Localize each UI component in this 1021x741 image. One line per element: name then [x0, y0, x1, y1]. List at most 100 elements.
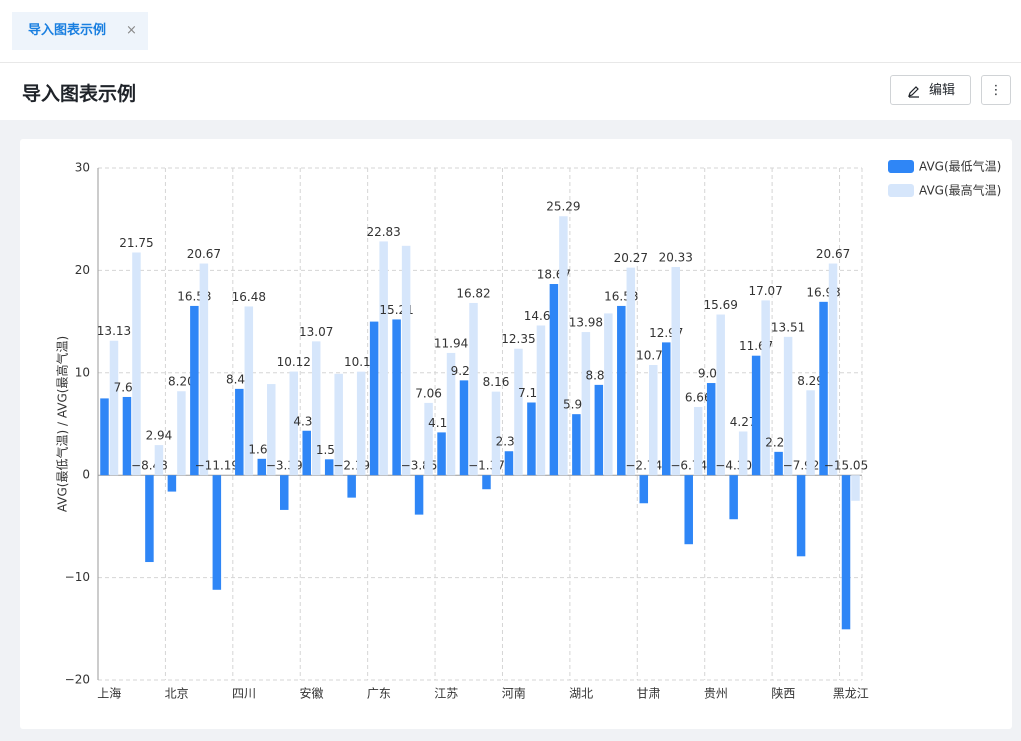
y-tick-label: −20: [65, 673, 90, 687]
tab-bar: 导入图表示例 ×: [0, 0, 1021, 63]
bar: [324, 459, 334, 476]
chart: −20 −10 0 10 20 30 AVG(最低气温) / AVG(最高气温) 上海 13.1…: [55, 159, 1002, 701]
bar: [280, 475, 289, 510]
x-tick-label: 河南: [502, 686, 526, 701]
value-label: 20.33: [659, 251, 693, 265]
x-tick-label: 北京: [165, 687, 189, 701]
bar: [828, 263, 838, 476]
header: 导入图表示例 编辑 ⋮: [0, 63, 1021, 120]
value-label: 13.07: [299, 325, 333, 339]
tab-close[interactable]: ×: [126, 23, 137, 38]
value-label: 14.62: [524, 309, 558, 323]
bar: [414, 475, 424, 515]
bar: [514, 348, 523, 476]
value-label: 11.94: [434, 336, 468, 350]
bar: [783, 336, 793, 476]
bar: [841, 475, 851, 630]
bar: [235, 388, 244, 476]
bar: [594, 384, 604, 476]
bar: [761, 300, 770, 476]
legend-swatch: [888, 160, 914, 173]
bar: [311, 341, 321, 476]
y-axis-label: AVG(最低气温) / AVG(最高气温): [55, 336, 70, 512]
value-label: 13.98: [569, 316, 603, 330]
legend-label: AVG(最低气温): [919, 159, 1001, 174]
chart-card: −20 −10 0 10 20 30 AVG(最低气温) / AVG(最高气温) 上海 13.1…: [20, 139, 1012, 729]
y-tick-label: 10: [75, 365, 90, 379]
y-tick-label: 20: [75, 263, 90, 277]
value-label: 10.76: [636, 349, 670, 363]
bar: [401, 245, 411, 476]
bar: [738, 431, 748, 476]
bar: [559, 216, 568, 476]
tab-title: 导入图表示例: [28, 23, 107, 38]
value-label: 13.51: [771, 320, 805, 334]
x-tick-label: 湖北: [569, 686, 593, 701]
value-label: 6.66: [685, 391, 712, 405]
bar: [482, 475, 491, 490]
bar: [347, 475, 356, 498]
bar: [302, 430, 311, 476]
value-label: 20.67: [816, 247, 850, 261]
bar: [199, 263, 209, 476]
bar: [806, 390, 815, 476]
bar: [356, 371, 366, 476]
bar: [671, 267, 680, 476]
x-tick-label: 陕西: [771, 686, 795, 701]
bar: [154, 445, 164, 476]
bar: [684, 475, 693, 545]
bar: [774, 451, 783, 476]
tab[interactable]: 导入图表示例 ×: [12, 12, 148, 50]
bar: [109, 340, 119, 476]
bar: [257, 458, 267, 476]
value-label: 20.67: [187, 247, 221, 261]
bar: [729, 475, 738, 520]
bar: [459, 380, 469, 476]
bar: [334, 373, 343, 476]
bar: [639, 475, 649, 504]
value-label: 20.27: [614, 251, 648, 265]
more-button[interactable]: ⋮: [981, 75, 1011, 105]
bar: [212, 475, 222, 590]
bar: [819, 301, 828, 476]
bar: [662, 342, 671, 476]
bar: [617, 305, 626, 476]
bar: [379, 241, 388, 476]
edit-icon: [908, 86, 919, 98]
bar: [437, 432, 446, 476]
bar: [751, 355, 761, 476]
bar: [122, 396, 132, 476]
bar: [491, 391, 501, 476]
value-label: −11.19: [195, 459, 239, 473]
x-tick-label: 安徽: [299, 686, 323, 701]
bar: [536, 325, 546, 476]
bar: [626, 267, 636, 476]
page-title: 导入图表示例: [22, 83, 137, 105]
bar: [100, 398, 109, 476]
value-label: 21.75: [119, 236, 153, 250]
value-label: 25.29: [546, 200, 580, 214]
x-tick-label: 黑龙江: [833, 687, 869, 701]
bar: [851, 475, 860, 501]
bar: [504, 451, 514, 476]
value-label: 16.48: [232, 290, 266, 304]
bar: [424, 402, 433, 476]
x-tick-label: 甘肃: [637, 687, 661, 701]
edit-button[interactable]: 编辑: [890, 75, 971, 105]
x-tick-label: 上海: [97, 686, 121, 701]
value-label: 10.12: [277, 355, 311, 369]
value-label: 8.29: [797, 374, 824, 388]
x-tick-label: 江苏: [434, 687, 458, 701]
value-label: 4.27: [730, 415, 757, 429]
value-label: 10.11: [344, 355, 378, 369]
legend-swatch: [888, 184, 914, 197]
y-tick-label: −10: [65, 570, 90, 584]
bar: [145, 475, 154, 563]
bar: [581, 332, 591, 476]
bar: [167, 475, 177, 492]
bar: [572, 414, 581, 476]
bar: [549, 284, 559, 476]
value-label: 16.82: [456, 286, 490, 300]
bar: [527, 402, 536, 476]
